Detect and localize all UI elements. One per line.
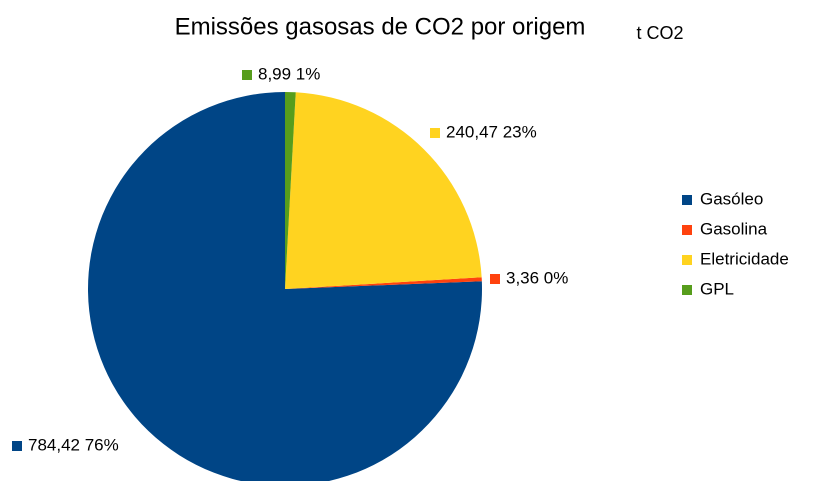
legend-key [682, 285, 692, 295]
chart-subtitle: t CO2 [636, 23, 683, 43]
pie-slice [88, 92, 482, 481]
legend-key [682, 255, 692, 265]
data-label: 240,47 23% [446, 122, 537, 141]
label-key [242, 70, 252, 80]
pie-slice [285, 92, 482, 289]
legend-label: Gasóleo [700, 189, 763, 208]
label-key [430, 128, 440, 138]
data-label: 3,36 0% [506, 268, 568, 287]
legend-label: Eletricidade [700, 249, 789, 268]
legend-label: Gasolina [700, 219, 768, 238]
label-key [490, 274, 500, 284]
pie-slice [285, 277, 482, 289]
legend-key [682, 195, 692, 205]
label-key [12, 441, 22, 451]
pie-slice [285, 92, 296, 289]
legend-label: GPL [700, 279, 734, 298]
data-label: 8,99 1% [258, 64, 320, 83]
legend-key [682, 225, 692, 235]
data-label: 784,42 76% [28, 435, 119, 454]
chart-title: Emissões gasosas de CO2 por origem [175, 13, 586, 40]
